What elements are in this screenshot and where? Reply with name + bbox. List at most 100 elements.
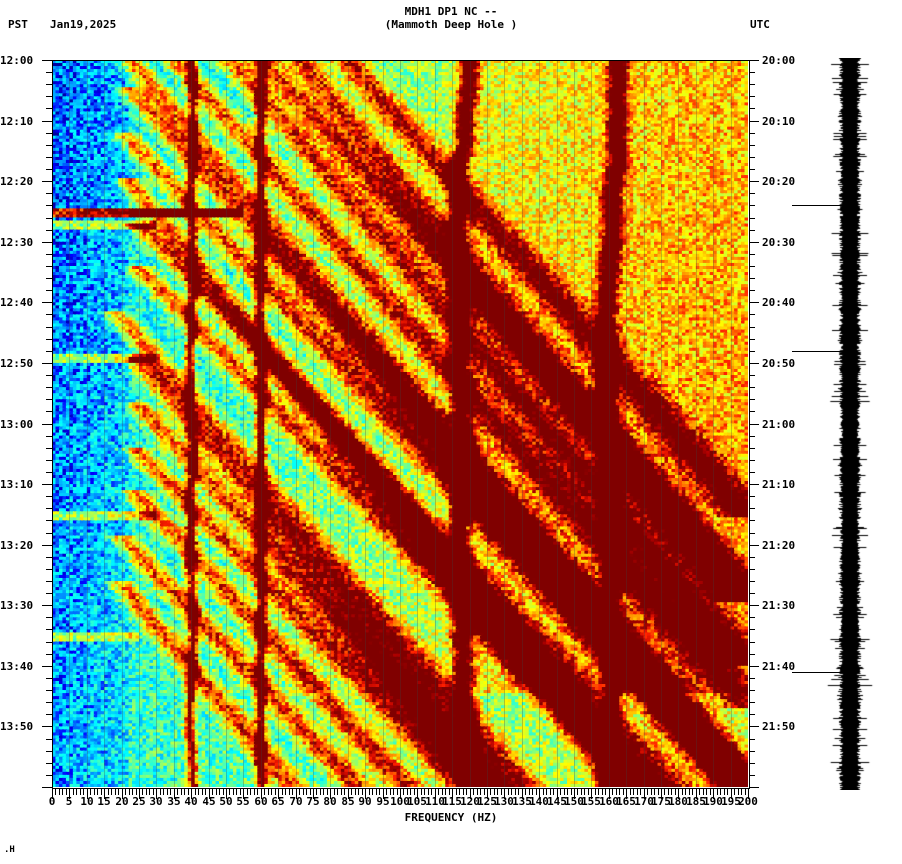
frequency-tick	[668, 788, 669, 795]
frequency-tick	[678, 788, 679, 799]
frequency-tick	[125, 788, 126, 795]
frequency-label: 140	[529, 795, 549, 808]
frequency-tick	[477, 788, 478, 795]
time-label-utc: 20:30	[762, 236, 796, 249]
frequency-tick	[577, 788, 578, 795]
spectrogram-canvas[interactable]	[52, 60, 748, 787]
frequency-tick	[254, 788, 255, 795]
frequency-tick	[456, 788, 457, 795]
time-tick-left	[46, 266, 52, 267]
time-tick-right	[749, 60, 759, 61]
frequency-tick	[497, 788, 498, 795]
frequency-label: 100	[390, 795, 410, 808]
frequency-tick	[713, 788, 714, 799]
frequency-tick	[369, 788, 370, 795]
time-tick-left	[46, 351, 52, 352]
seismogram-canvas	[820, 58, 880, 790]
frequency-tick	[550, 788, 551, 795]
time-label-pst: 13:00	[0, 418, 34, 431]
time-label-pst: 13:20	[0, 539, 34, 552]
frequency-tick	[574, 788, 575, 799]
frequency-tick	[685, 788, 686, 795]
time-tick-left	[46, 314, 52, 315]
frequency-tick	[160, 788, 161, 795]
time-tick-left	[46, 557, 52, 558]
frequency-tick	[278, 788, 279, 799]
time-tick-right	[749, 642, 755, 643]
frequency-tick	[484, 788, 485, 795]
frequency-label: 60	[254, 795, 268, 808]
time-tick-left	[46, 569, 52, 570]
station-subtitle: (Mammoth Deep Hole )	[384, 18, 518, 31]
frequency-tick	[275, 788, 276, 795]
frequency-label: 200	[738, 795, 758, 808]
time-label-pst: 12:20	[0, 175, 34, 188]
time-tick-left	[46, 436, 52, 437]
time-tick-right	[749, 193, 755, 194]
frequency-label: 65	[271, 795, 285, 808]
frequency-label: 80	[323, 795, 337, 808]
frequency-tick	[525, 788, 526, 795]
frequency-tick	[703, 788, 704, 795]
time-tick-left	[46, 617, 52, 618]
frequency-label: 155	[581, 795, 601, 808]
timezone-left-label: PST	[8, 18, 28, 31]
frequency-tick	[463, 788, 464, 795]
frequency-tick	[334, 788, 335, 795]
frequency-tick	[595, 788, 596, 795]
time-tick-right	[749, 218, 755, 219]
frequency-tick	[149, 788, 150, 795]
frequency-label: 55	[236, 795, 250, 808]
time-tick-right	[749, 205, 755, 206]
frequency-tick	[658, 788, 659, 795]
frequency-tick	[560, 788, 561, 795]
time-label-utc: 20:50	[762, 357, 796, 370]
time-tick-left	[46, 218, 52, 219]
frequency-tick	[209, 788, 210, 799]
time-tick-right	[749, 702, 755, 703]
frequency-axis-ticks	[52, 788, 749, 802]
frequency-tick	[664, 788, 665, 795]
frequency-tick	[466, 788, 467, 795]
frequency-label: 20	[115, 795, 129, 808]
frequency-tick	[62, 788, 63, 795]
time-tick-right	[749, 314, 755, 315]
timezone-right-label: UTC	[750, 18, 770, 31]
frequency-tick	[219, 788, 220, 795]
frequency-tick	[233, 788, 234, 795]
frequency-tick	[390, 788, 391, 795]
time-tick-right	[749, 72, 755, 73]
frequency-label: 185	[686, 795, 706, 808]
frequency-tick	[682, 788, 683, 795]
time-tick-left	[42, 545, 52, 546]
frequency-tick	[654, 788, 655, 795]
seismogram-trace[interactable]	[792, 58, 880, 790]
time-tick-left	[46, 763, 52, 764]
frequency-label: 45	[202, 795, 216, 808]
frequency-tick	[532, 788, 533, 795]
time-tick-left	[42, 787, 52, 788]
time-tick-right	[749, 605, 759, 606]
spectrogram-plot-area[interactable]	[52, 60, 748, 787]
frequency-tick	[546, 788, 547, 795]
time-label-utc: 21:50	[762, 720, 796, 733]
time-axis-pst: 12:00 12:10 12:20 12:30 12:40 12:50 13:00 13:10…	[0, 54, 52, 788]
frequency-tick	[170, 788, 171, 795]
frequency-tick	[243, 788, 244, 799]
time-label-utc: 20:40	[762, 296, 796, 309]
frequency-tick	[584, 788, 585, 795]
frequency-tick	[417, 788, 418, 799]
frequency-tick	[470, 788, 471, 799]
time-tick-left	[46, 157, 52, 158]
time-tick-right	[749, 169, 755, 170]
seismogram-hour-tick	[792, 672, 854, 673]
frequency-tick	[748, 788, 749, 799]
time-label-utc: 20:00	[762, 54, 796, 67]
time-tick-right	[749, 581, 755, 582]
frequency-tick	[410, 788, 411, 795]
frequency-tick	[247, 788, 248, 795]
time-tick-right	[749, 96, 755, 97]
frequency-tick	[156, 788, 157, 799]
frequency-tick	[303, 788, 304, 795]
frequency-tick	[494, 788, 495, 795]
